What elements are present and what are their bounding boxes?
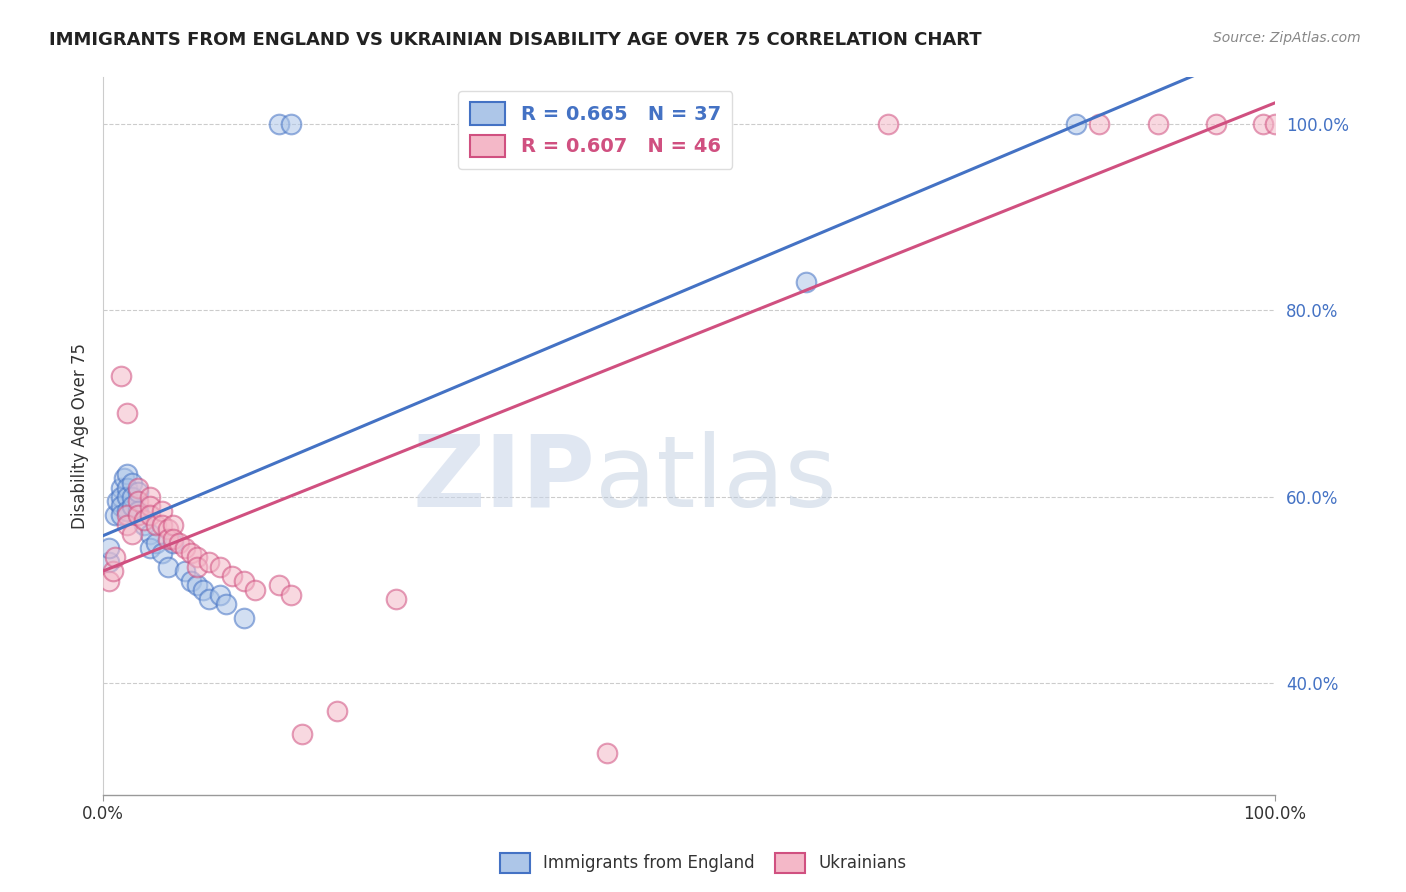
Point bbox=[232, 574, 254, 588]
Point bbox=[110, 490, 132, 504]
Point bbox=[134, 513, 156, 527]
Point bbox=[186, 559, 208, 574]
Point bbox=[180, 546, 202, 560]
Point bbox=[209, 559, 232, 574]
Point bbox=[121, 490, 143, 504]
Point bbox=[169, 536, 191, 550]
Point bbox=[139, 541, 162, 555]
Point bbox=[101, 565, 124, 579]
Point bbox=[104, 508, 127, 523]
Legend: R = 0.665   N = 37, R = 0.607   N = 46: R = 0.665 N = 37, R = 0.607 N = 46 bbox=[458, 91, 733, 169]
Point bbox=[1264, 117, 1286, 131]
Point bbox=[127, 494, 149, 508]
Point bbox=[280, 117, 302, 131]
Point bbox=[127, 504, 149, 518]
Point bbox=[191, 582, 214, 597]
Point bbox=[1205, 117, 1227, 131]
Point bbox=[139, 527, 162, 541]
Point bbox=[115, 508, 138, 523]
Point bbox=[1251, 117, 1274, 131]
Legend: Immigrants from England, Ukrainians: Immigrants from England, Ukrainians bbox=[494, 847, 912, 880]
Point bbox=[794, 276, 817, 290]
Point bbox=[127, 485, 149, 500]
Point bbox=[1146, 117, 1168, 131]
Point bbox=[134, 517, 156, 532]
Point bbox=[596, 746, 619, 760]
Point bbox=[121, 527, 143, 541]
Point bbox=[385, 592, 408, 607]
Point bbox=[115, 467, 138, 481]
Point bbox=[121, 475, 143, 490]
Point bbox=[291, 727, 314, 741]
Point bbox=[121, 499, 143, 513]
Point bbox=[267, 117, 290, 131]
Point bbox=[156, 559, 179, 574]
Point bbox=[115, 517, 138, 532]
Point bbox=[156, 523, 179, 537]
Point bbox=[115, 406, 138, 420]
Point bbox=[174, 565, 197, 579]
Point bbox=[139, 508, 162, 523]
Point bbox=[115, 490, 138, 504]
Text: atlas: atlas bbox=[595, 431, 837, 528]
Point bbox=[98, 574, 121, 588]
Point bbox=[197, 555, 219, 569]
Point bbox=[186, 550, 208, 565]
Point bbox=[112, 471, 135, 485]
Point bbox=[678, 117, 700, 131]
Point bbox=[186, 578, 208, 592]
Text: Source: ZipAtlas.com: Source: ZipAtlas.com bbox=[1213, 31, 1361, 45]
Point bbox=[197, 592, 219, 607]
Point bbox=[145, 517, 167, 532]
Point bbox=[105, 494, 128, 508]
Point bbox=[1088, 117, 1111, 131]
Text: ZIP: ZIP bbox=[412, 431, 595, 528]
Point bbox=[162, 532, 184, 546]
Point bbox=[561, 117, 583, 131]
Point bbox=[209, 588, 232, 602]
Point bbox=[245, 582, 267, 597]
Point bbox=[115, 504, 138, 518]
Point bbox=[326, 704, 349, 718]
Point bbox=[127, 481, 149, 495]
Point bbox=[150, 504, 173, 518]
Point bbox=[180, 574, 202, 588]
Point bbox=[139, 499, 162, 513]
Point bbox=[115, 481, 138, 495]
Point bbox=[150, 517, 173, 532]
Point bbox=[1064, 117, 1087, 131]
Point bbox=[110, 481, 132, 495]
Point bbox=[110, 368, 132, 383]
Point bbox=[98, 541, 121, 555]
Point bbox=[145, 536, 167, 550]
Point bbox=[877, 117, 900, 131]
Point bbox=[162, 517, 184, 532]
Point bbox=[110, 499, 132, 513]
Point bbox=[156, 532, 179, 546]
Point bbox=[162, 536, 184, 550]
Point bbox=[280, 588, 302, 602]
Y-axis label: Disability Age Over 75: Disability Age Over 75 bbox=[72, 343, 89, 529]
Point bbox=[150, 546, 173, 560]
Point bbox=[104, 550, 127, 565]
Point bbox=[98, 555, 121, 569]
Point bbox=[221, 569, 243, 583]
Point bbox=[215, 597, 238, 611]
Text: IMMIGRANTS FROM ENGLAND VS UKRAINIAN DISABILITY AGE OVER 75 CORRELATION CHART: IMMIGRANTS FROM ENGLAND VS UKRAINIAN DIS… bbox=[49, 31, 981, 49]
Point bbox=[267, 578, 290, 592]
Point bbox=[110, 508, 132, 523]
Point bbox=[174, 541, 197, 555]
Point bbox=[127, 508, 149, 523]
Point bbox=[232, 611, 254, 625]
Point bbox=[139, 490, 162, 504]
